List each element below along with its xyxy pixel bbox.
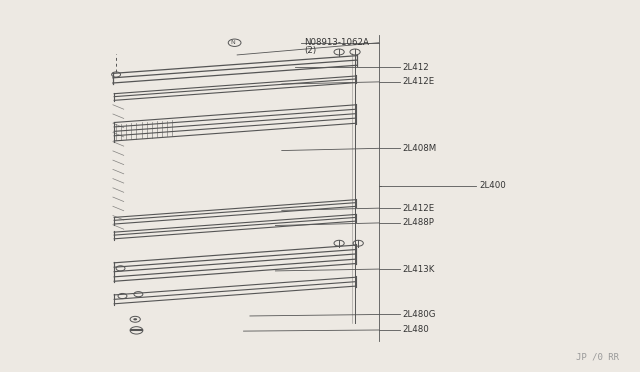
Circle shape (133, 318, 137, 320)
Text: 2L488P: 2L488P (403, 218, 435, 227)
Text: 2L408M: 2L408M (403, 144, 437, 153)
Text: N: N (230, 40, 235, 45)
Text: 2L412: 2L412 (403, 62, 429, 72)
Text: 2L400: 2L400 (479, 182, 506, 190)
Text: 2L413K: 2L413K (403, 264, 435, 273)
Text: 2L412E: 2L412E (403, 203, 435, 213)
Text: N08913-1062A: N08913-1062A (304, 38, 369, 47)
Text: JP /0 RR: JP /0 RR (577, 352, 620, 361)
Text: 2L412E: 2L412E (403, 77, 435, 86)
Text: 2L480G: 2L480G (403, 310, 436, 319)
Text: (2): (2) (304, 46, 316, 55)
Text: 2L480: 2L480 (403, 326, 429, 334)
